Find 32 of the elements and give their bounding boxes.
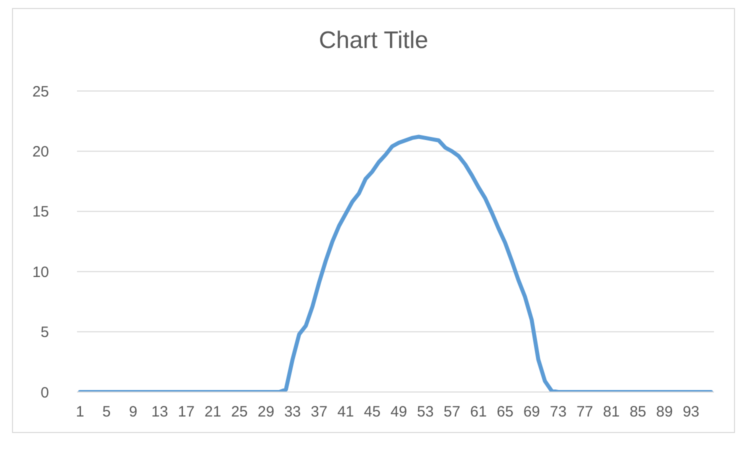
x-tick-label: 29: [258, 404, 274, 421]
x-tick-label: 21: [204, 404, 222, 421]
x-tick-label: 37: [310, 404, 328, 421]
x-tick-label: 5: [102, 404, 111, 421]
x-tick-label: 65: [496, 404, 514, 421]
y-tick-label: 25: [32, 83, 49, 100]
x-tick-label: 45: [364, 404, 381, 421]
chart-title: Chart Title: [318, 27, 430, 56]
y-tick-label: 20: [32, 144, 49, 161]
x-tick-label: 57: [444, 404, 460, 421]
y-tick-label: 0: [40, 384, 49, 402]
x-tick-label: 1: [76, 404, 84, 421]
x-tick-label: 41: [337, 404, 354, 421]
x-tick-label: 93: [682, 404, 700, 421]
x-tick-label: 17: [178, 404, 195, 421]
x-tick-label: 85: [630, 404, 646, 421]
y-tick-label: 15: [32, 204, 49, 221]
y-tick-label: 5: [40, 324, 49, 342]
x-tick-label: 61: [470, 404, 487, 421]
x-tick-label: 73: [550, 404, 567, 421]
x-tick-label: 53: [417, 404, 434, 421]
x-tick-label: 89: [656, 404, 673, 421]
x-tick-label: 13: [151, 404, 168, 421]
x-tick-label: 77: [576, 404, 594, 421]
x-tick-label: 25: [231, 404, 248, 421]
x-tick-label: 33: [284, 404, 301, 421]
x-tick-label: 81: [603, 404, 620, 421]
x-tick-label: 49: [390, 404, 408, 421]
line-series: [78, 134, 713, 392]
y-tick-label: 10: [32, 264, 49, 281]
x-tick-label: 69: [523, 404, 540, 421]
x-tick-label: 9: [128, 404, 138, 421]
